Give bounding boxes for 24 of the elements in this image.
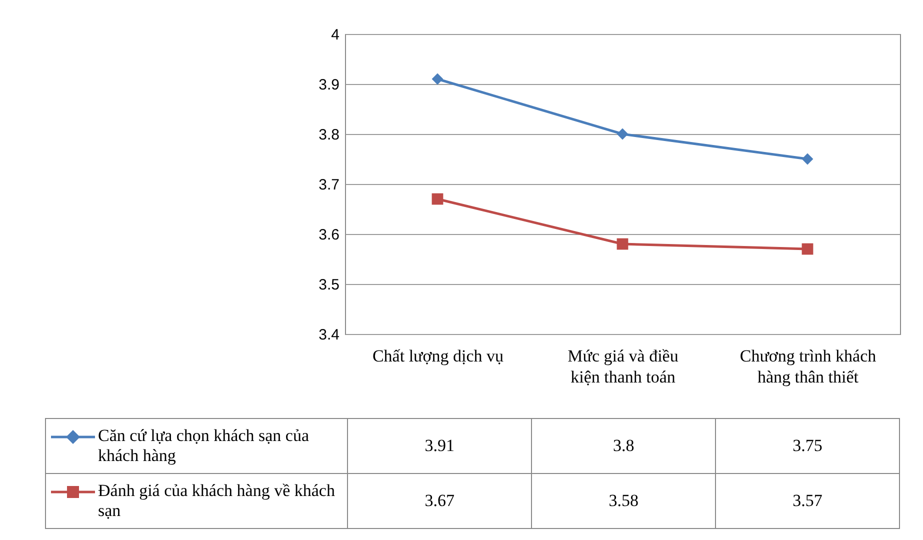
- x-tick-label: Chương trình khách hàng thân thiết: [740, 346, 877, 386]
- y-tick-label: 3.7: [318, 176, 340, 194]
- point: [802, 243, 814, 255]
- data-label: 3.75: [716, 418, 900, 474]
- legend-label: Căn cứ lựa chọn khách sạn của khách hàng: [98, 426, 310, 466]
- y-tick-label: 3.8: [318, 126, 340, 144]
- data-label: 3.67: [348, 474, 532, 528]
- x-tick-label: Chất lượng dịch vụ: [372, 346, 504, 366]
- y-tick-label: 3.6: [318, 226, 340, 244]
- point: [802, 153, 814, 165]
- y-tick-label: 3.4: [318, 326, 340, 344]
- legend-label: Đánh giá của khách hàng về khách sạn: [98, 481, 336, 521]
- point: [616, 128, 628, 140]
- x-tick-label: Mức giá và điều kiện thanh toán: [568, 346, 679, 386]
- data-label: 3.91: [348, 418, 532, 474]
- data-label: 3.8: [532, 418, 716, 474]
- y-tick-label: 3.5: [318, 276, 340, 294]
- point: [432, 73, 444, 85]
- data-label: 3.58: [532, 474, 716, 528]
- y-tick-label: 3.9: [318, 76, 340, 94]
- y-tick-label: 4: [331, 26, 340, 44]
- data-label: 3.57: [716, 474, 900, 528]
- point: [432, 193, 444, 205]
- point: [616, 238, 628, 250]
